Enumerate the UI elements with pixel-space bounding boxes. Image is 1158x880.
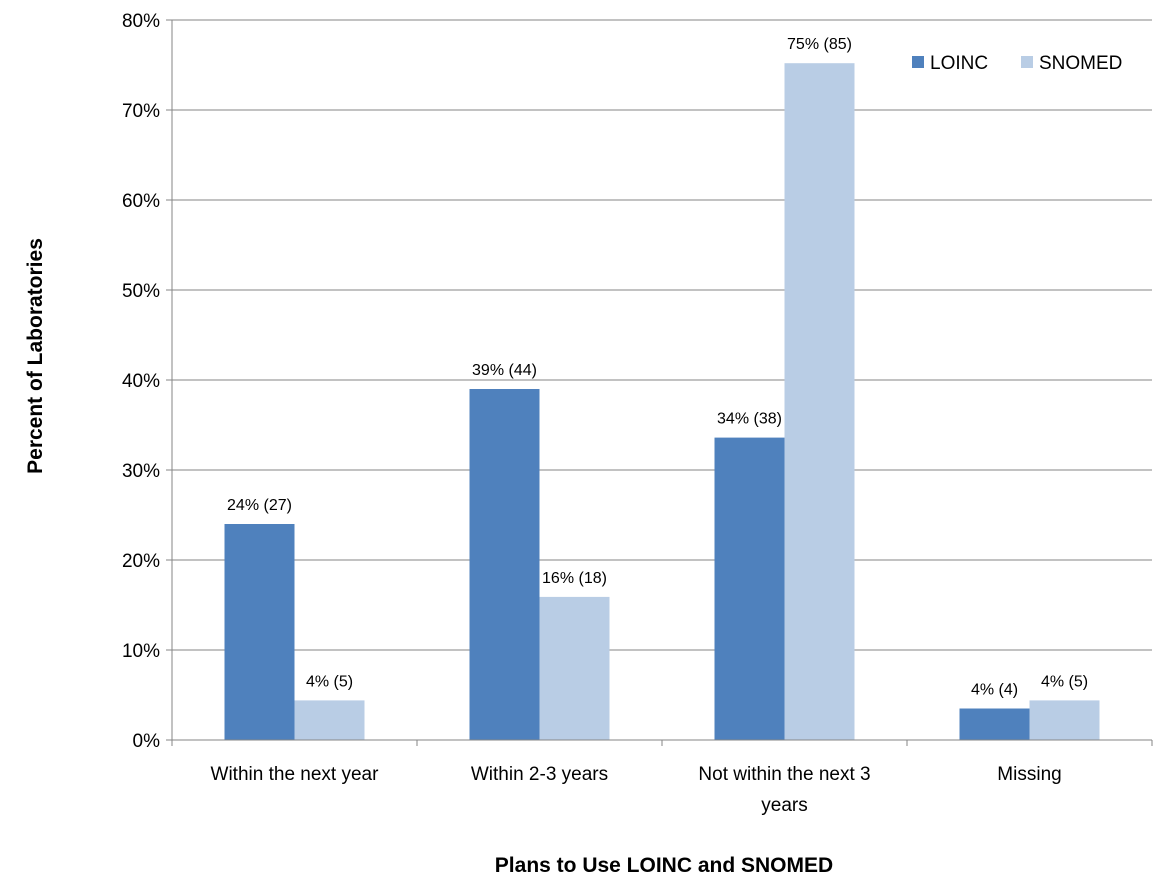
data-label: 16% (18) [542,570,607,587]
y-tick-label: 60% [122,191,160,212]
data-label: 4% (5) [306,673,353,690]
bar-snomed [294,700,365,740]
y-tick-label: 20% [122,551,160,572]
y-tick-label: 80% [122,11,160,32]
data-label: 4% (4) [971,682,1018,699]
legend-label-snomed: SNOMED [1039,53,1122,74]
x-category-label: Not within the next 3 [698,764,870,785]
bar-loinc [224,524,295,740]
data-label: 75% (85) [787,36,852,53]
bar-snomed [784,63,855,740]
legend: LOINC SNOMED [912,53,1122,74]
bar-loinc [959,708,1030,740]
y-tick-label: 0% [133,731,161,752]
x-axis-title: Plans to Use LOINC and SNOMED [495,854,833,877]
bar-snomed [539,596,610,740]
x-category-label: Missing [997,764,1061,785]
data-labels: 24% (27) 4% (5) 39% (44) 16% (18) 34% (38) 75… [227,36,1088,698]
data-label: 24% (27) [227,497,292,514]
x-category-label: years [761,795,807,816]
legend-label-loinc: LOINC [930,53,988,74]
legend-swatch-loinc [912,56,924,68]
x-category-label: Within 2-3 years [471,764,608,785]
bar-snomed [1029,700,1100,740]
bars [224,63,1100,740]
y-tick-label: 10% [122,641,160,662]
y-tick-label: 40% [122,371,160,392]
bar-loinc [714,437,785,740]
axes: 0% 10% 20% 30% 40% 50% 60% 70% 80% Within the nex… [122,11,1153,816]
data-label: 39% (44) [472,362,537,379]
gridlines [172,19,1152,651]
y-tick-label: 70% [122,101,160,122]
bar-loinc [469,389,540,740]
legend-swatch-snomed [1021,56,1033,68]
y-axis-title: Percent of Laboratories [24,238,47,474]
y-tick-label: 50% [122,281,160,302]
data-label: 4% (5) [1041,673,1088,690]
x-category-label: Within the next year [211,764,380,785]
y-tick-label: 30% [122,461,160,482]
data-label: 34% (38) [717,411,782,428]
